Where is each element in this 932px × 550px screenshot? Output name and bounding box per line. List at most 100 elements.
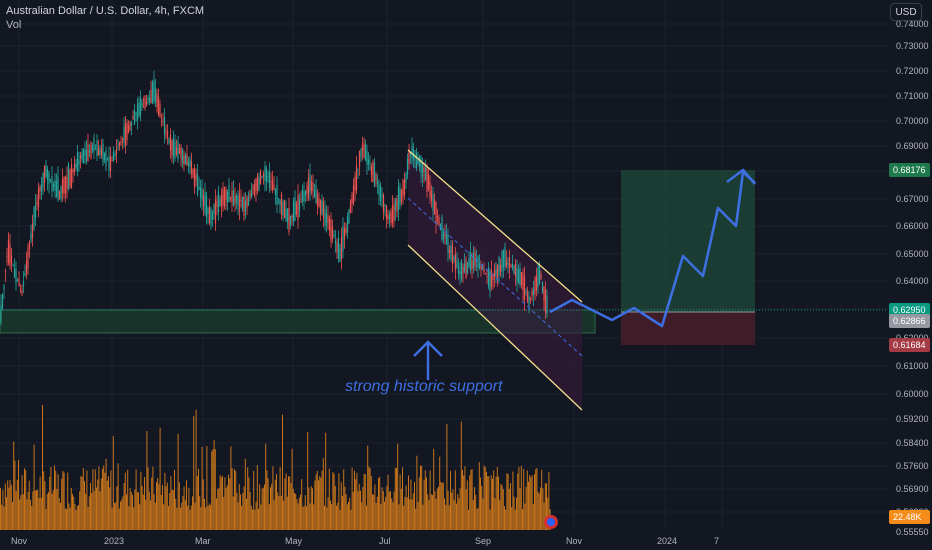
candle-body bbox=[28, 241, 31, 249]
candle-body bbox=[471, 260, 473, 269]
currency-button[interactable]: USD bbox=[890, 3, 922, 21]
volume-bar bbox=[513, 496, 515, 530]
candle-body bbox=[27, 248, 29, 269]
candle-body bbox=[168, 138, 170, 144]
candle-body bbox=[489, 271, 491, 292]
volume-bar bbox=[69, 507, 71, 530]
candle-body bbox=[483, 269, 485, 273]
candles bbox=[0, 70, 548, 326]
candle-body bbox=[19, 290, 22, 292]
candle-body bbox=[304, 190, 307, 196]
volume-bar bbox=[518, 466, 520, 530]
volume-bar bbox=[104, 472, 106, 530]
volume-bar bbox=[142, 494, 144, 530]
candle-body bbox=[286, 208, 289, 222]
candle-body bbox=[388, 214, 391, 219]
volume-bar bbox=[261, 488, 263, 530]
volume-bar bbox=[454, 470, 456, 530]
volume-bar bbox=[340, 482, 342, 530]
time-axis-label: 7 bbox=[714, 536, 719, 546]
stop-price-tag-bg bbox=[889, 338, 930, 352]
volume-bar bbox=[289, 476, 291, 530]
candle-body bbox=[513, 266, 515, 275]
candle-body bbox=[214, 199, 217, 224]
candle-body bbox=[235, 195, 238, 203]
volume-bar bbox=[79, 491, 81, 530]
volume-bar bbox=[420, 465, 421, 530]
candle-body bbox=[256, 175, 259, 191]
candle-body bbox=[481, 267, 484, 270]
volume-bar bbox=[441, 483, 443, 530]
volume-bar bbox=[360, 490, 361, 530]
price-axis-tick: 0.65000 bbox=[896, 249, 929, 259]
volume-bar bbox=[424, 470, 426, 530]
volume-bar bbox=[135, 469, 137, 530]
candle-body bbox=[333, 235, 335, 236]
volume-bar bbox=[81, 476, 83, 530]
candle-body bbox=[139, 98, 142, 116]
volume-bar bbox=[439, 456, 441, 530]
volume-bar bbox=[120, 501, 121, 530]
volume-bar bbox=[235, 471, 237, 530]
volume-bar bbox=[86, 470, 88, 530]
volume-bar bbox=[310, 486, 312, 530]
volume-bar bbox=[498, 476, 499, 530]
volume-bar bbox=[68, 503, 70, 530]
volume-bar bbox=[428, 499, 430, 530]
volume-bar bbox=[194, 502, 196, 530]
candle-body bbox=[192, 169, 194, 178]
volume-bar bbox=[534, 474, 535, 530]
candle-body bbox=[334, 240, 337, 244]
candle-body bbox=[18, 278, 20, 287]
candle-body bbox=[544, 289, 547, 313]
candle-body bbox=[174, 141, 176, 159]
volume-bar bbox=[96, 487, 97, 530]
volume-bar bbox=[307, 432, 309, 530]
volume-bar bbox=[459, 488, 461, 530]
candle-body bbox=[282, 201, 284, 216]
candle-body bbox=[142, 106, 145, 108]
volume-bar bbox=[486, 471, 487, 530]
candle-body bbox=[510, 265, 512, 268]
candle-body bbox=[157, 96, 160, 116]
volume-bar bbox=[514, 509, 516, 530]
volume-bar bbox=[372, 494, 373, 530]
candle-body bbox=[516, 268, 518, 282]
volume-bar bbox=[468, 509, 469, 530]
candle-body bbox=[369, 162, 371, 164]
candle-body bbox=[43, 165, 46, 183]
price-axis-tick: 0.64000 bbox=[896, 276, 929, 286]
volume-value-tag: 22.48K bbox=[893, 512, 922, 522]
candle-body bbox=[193, 168, 196, 189]
volume-bar bbox=[543, 502, 545, 530]
candle-body bbox=[420, 157, 422, 173]
candle-body bbox=[345, 228, 347, 233]
candle-body bbox=[225, 189, 227, 200]
volume-bar bbox=[367, 445, 369, 530]
volume-bar bbox=[48, 492, 49, 530]
volume-bar bbox=[444, 498, 445, 530]
candle-body bbox=[480, 265, 482, 269]
candle-body bbox=[429, 181, 431, 198]
volume-bar bbox=[523, 469, 525, 530]
candle-body bbox=[463, 263, 466, 272]
candle-body bbox=[390, 211, 392, 223]
volume-bar bbox=[370, 476, 372, 530]
volume-bar bbox=[394, 467, 396, 530]
volume-bar bbox=[254, 509, 256, 530]
volume-bar bbox=[259, 484, 261, 530]
volume-bar bbox=[326, 507, 328, 530]
volume-bar bbox=[391, 498, 393, 530]
candle-body bbox=[81, 152, 83, 160]
candle-body bbox=[318, 198, 320, 207]
candle-body bbox=[69, 169, 71, 187]
volume-bar bbox=[152, 466, 154, 530]
candle-body bbox=[328, 219, 331, 231]
volume-bar bbox=[202, 479, 204, 530]
candle-body bbox=[396, 198, 398, 212]
volume-bar bbox=[297, 503, 299, 530]
volume-bar bbox=[171, 489, 173, 530]
volume-bar bbox=[318, 480, 319, 530]
candle-body bbox=[484, 273, 487, 275]
